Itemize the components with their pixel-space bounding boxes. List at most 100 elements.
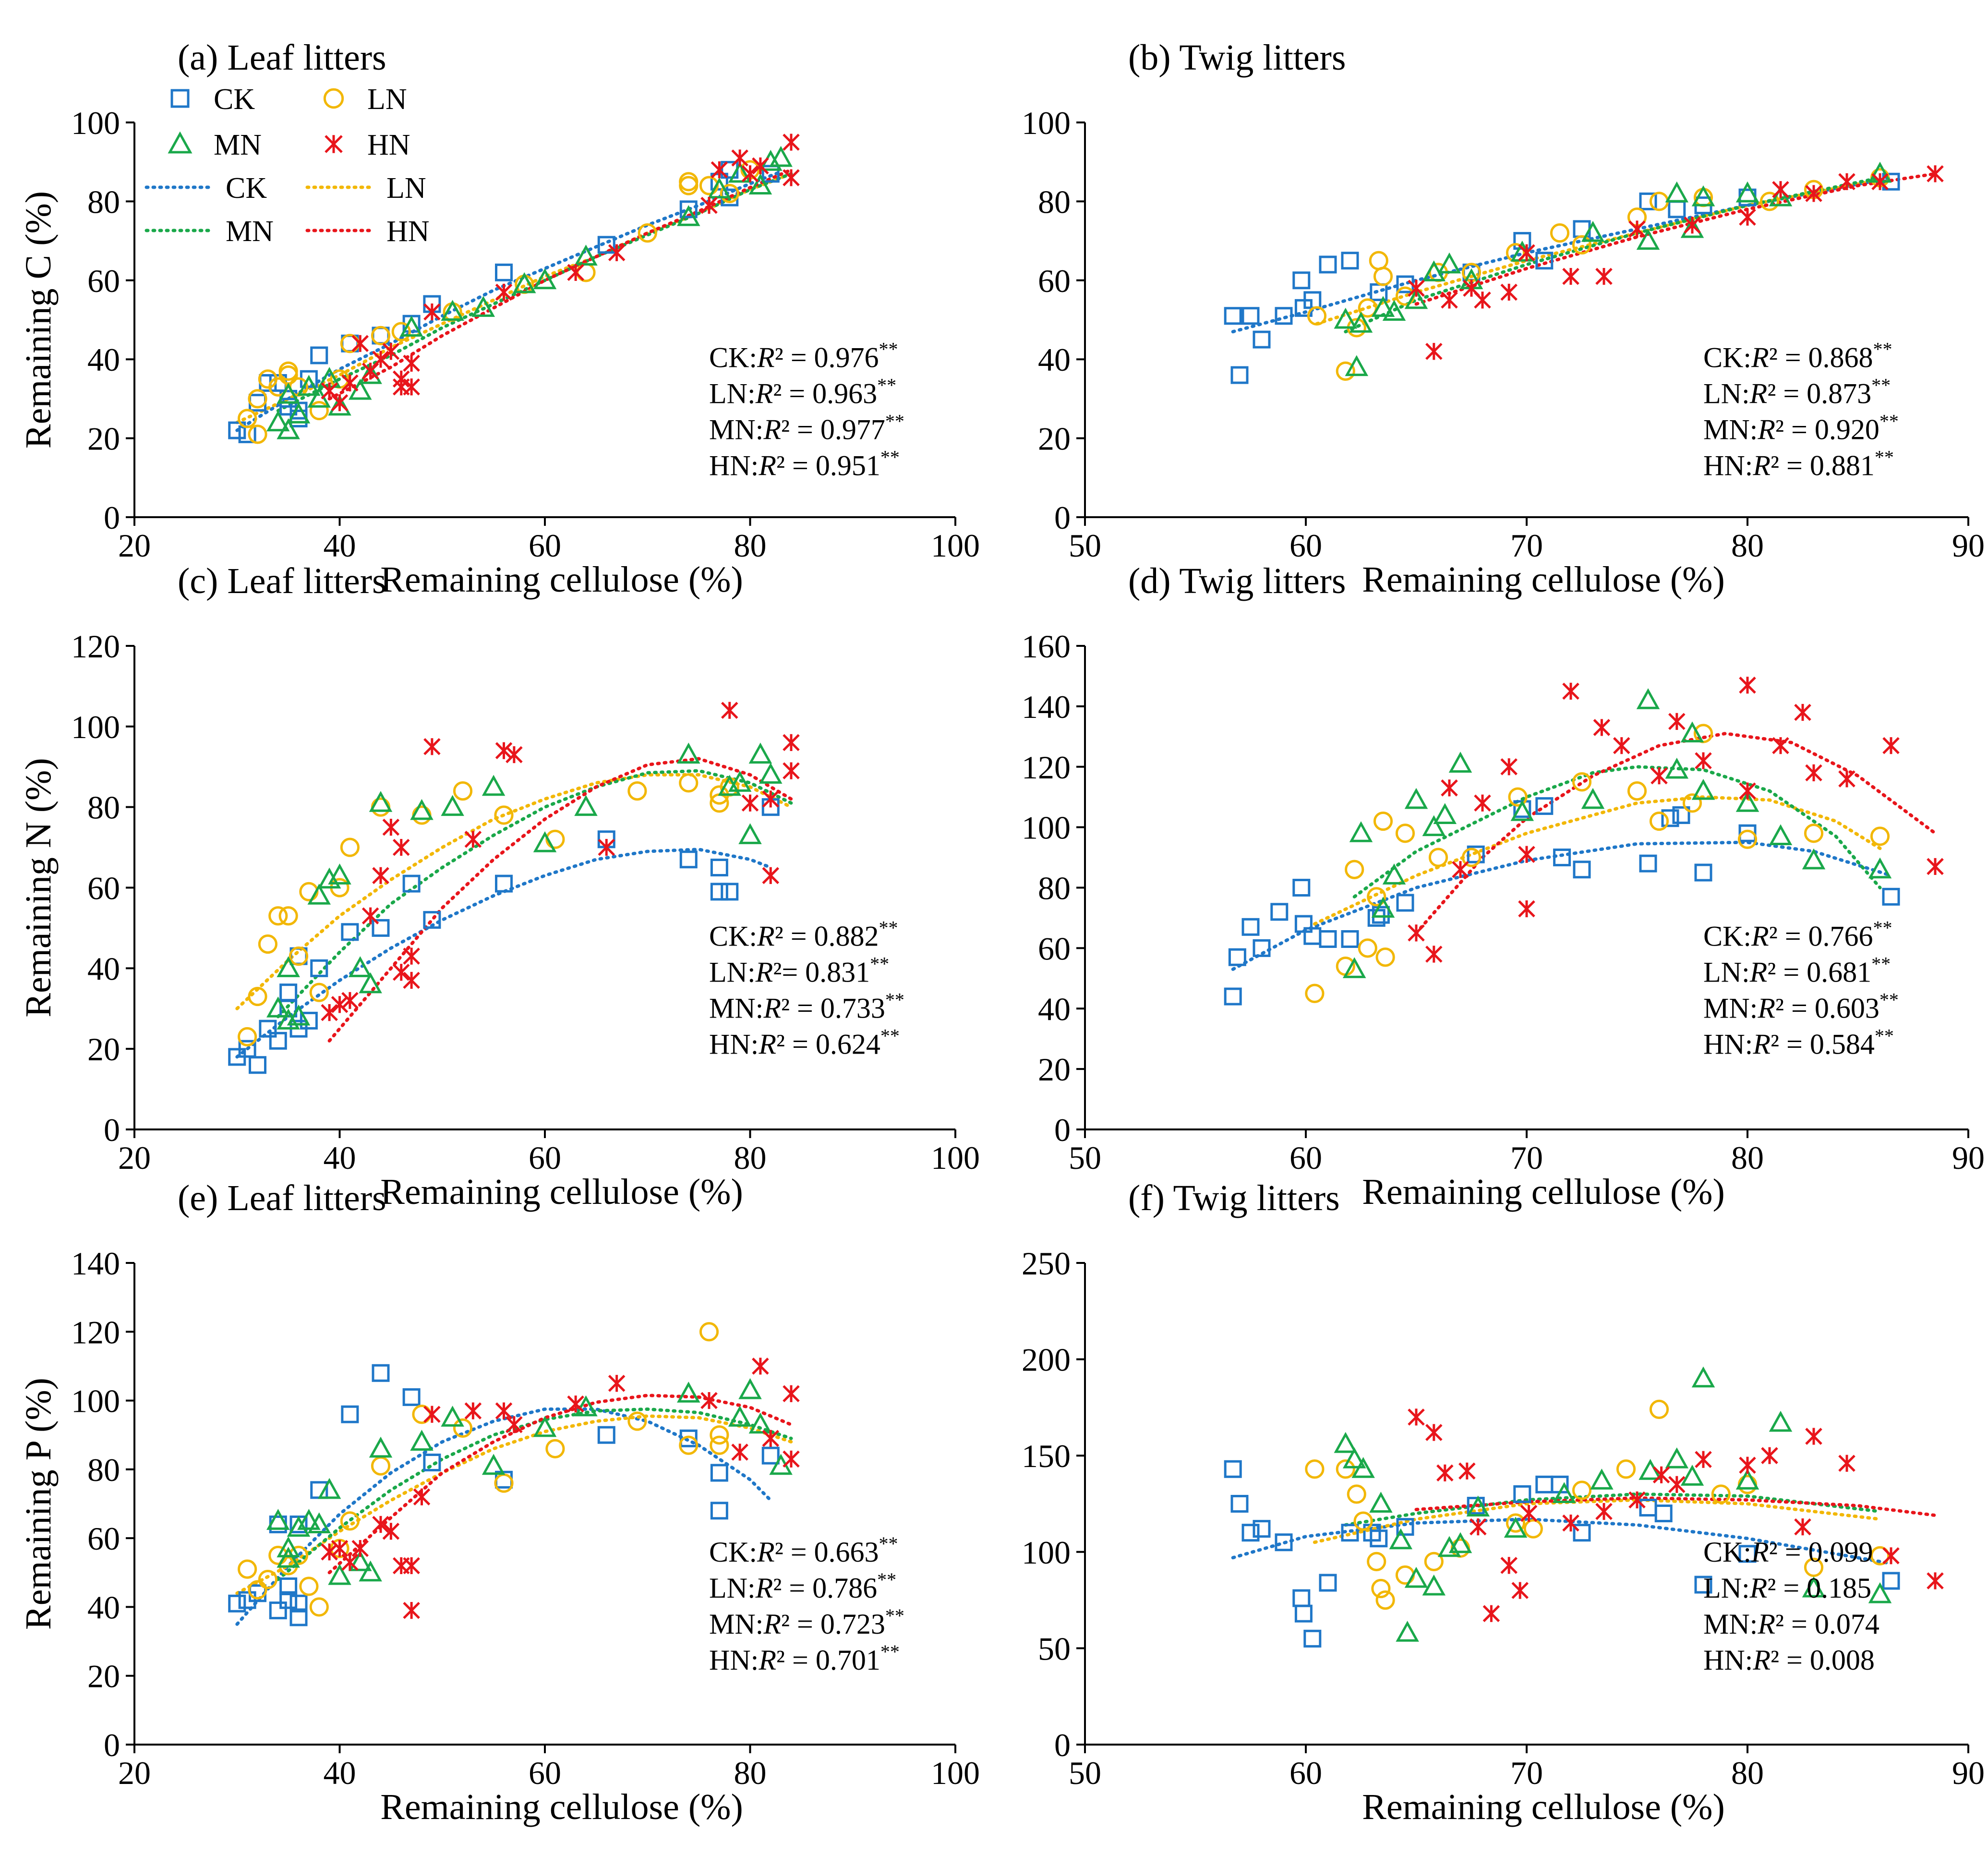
- point-hn: [1739, 1456, 1756, 1474]
- point-ck: [1370, 283, 1388, 301]
- point-hn: [1761, 1447, 1778, 1464]
- point-mn: [1691, 185, 1715, 206]
- fit-line-ck: [1231, 1517, 1893, 1565]
- point-mn: [1769, 824, 1793, 846]
- point-ln: [1307, 306, 1327, 326]
- r2-stat-hn: HN:R² = 0.008: [1703, 1644, 1875, 1676]
- y-tick-label: 100: [71, 1383, 120, 1419]
- legend-label-hn: HN: [367, 129, 410, 161]
- point-ln: [258, 934, 277, 954]
- x-tick-label: 90: [1952, 1755, 1985, 1791]
- point-ln: [1305, 1459, 1325, 1479]
- point-mn: [1448, 752, 1472, 773]
- point-mn: [277, 383, 300, 404]
- point-ck: [259, 1019, 277, 1038]
- point-mn: [574, 244, 598, 266]
- legend-marker-ck: [170, 89, 190, 108]
- point-ln: [412, 1405, 432, 1424]
- point-ln: [268, 906, 288, 926]
- point-mn: [328, 863, 351, 885]
- point-hn: [403, 354, 420, 372]
- point-ck: [1275, 307, 1293, 325]
- point-hn: [1595, 1503, 1613, 1520]
- point-hn: [1613, 737, 1630, 754]
- point-ln: [1649, 811, 1669, 831]
- point-mn: [513, 272, 536, 293]
- point-mn: [328, 1564, 351, 1585]
- point-ck: [1535, 1475, 1554, 1493]
- point-hn: [1684, 216, 1701, 234]
- point-hn: [1668, 1476, 1686, 1493]
- point-ln: [1523, 1519, 1543, 1539]
- point-hn: [700, 1392, 718, 1409]
- point-hn: [1652, 1466, 1670, 1484]
- y-axis-label: Remaining C (%): [18, 191, 59, 449]
- point-ck: [1661, 809, 1679, 827]
- point-ck: [1639, 192, 1657, 210]
- point-hn: [1695, 752, 1712, 769]
- point-hn: [1511, 1582, 1529, 1599]
- point-hn: [783, 762, 800, 779]
- point-mn: [748, 173, 772, 195]
- point-ln: [453, 1418, 473, 1438]
- point-ln: [1627, 781, 1647, 801]
- point-ln: [638, 223, 657, 243]
- point-hn: [1794, 704, 1811, 721]
- point-ln: [679, 176, 699, 195]
- point-ck: [1241, 918, 1260, 936]
- y-tick-label: 40: [87, 1589, 120, 1625]
- point-ln: [1367, 1552, 1386, 1571]
- point-mn: [369, 791, 393, 812]
- r2-stat-ck: CK:R² = 0.868**: [1703, 339, 1892, 374]
- point-hn: [1593, 719, 1611, 736]
- point-ck: [679, 200, 698, 218]
- point-hn: [731, 149, 748, 167]
- fit-line-ln: [1313, 1498, 1882, 1544]
- point-hn: [1408, 1408, 1425, 1426]
- point-ln: [453, 781, 473, 801]
- point-hn: [495, 742, 513, 759]
- point-mn: [1342, 957, 1366, 978]
- point-hn: [1628, 1491, 1646, 1509]
- y-axis-label: Remaining P (%): [18, 1378, 59, 1630]
- point-hn: [1838, 770, 1855, 788]
- point-mn: [399, 315, 423, 337]
- x-axis-label: Remaining cellulose (%): [1362, 1172, 1725, 1212]
- point-hn: [1425, 342, 1443, 360]
- point-ck: [495, 874, 513, 893]
- point-mn: [748, 742, 772, 764]
- point-ck: [310, 959, 328, 977]
- x-tick-label: 20: [118, 527, 151, 564]
- y-tick-label: 20: [87, 1031, 120, 1067]
- point-ln: [679, 172, 699, 192]
- point-hn: [1470, 1518, 1487, 1536]
- point-hn: [783, 133, 800, 151]
- point-mn: [1371, 296, 1395, 317]
- point-hn: [1628, 220, 1646, 238]
- y-tick-label: 50: [1038, 1630, 1071, 1667]
- point-ln: [1375, 1590, 1395, 1610]
- point-ck: [1513, 1485, 1531, 1503]
- point-mn: [574, 1395, 598, 1417]
- point-hn: [762, 1430, 780, 1447]
- point-ln: [1649, 1399, 1669, 1419]
- point-hn: [331, 996, 349, 1013]
- point-mn: [1691, 1366, 1715, 1388]
- point-ln: [340, 334, 360, 353]
- point-hn: [752, 157, 769, 175]
- point-mn: [1334, 1431, 1358, 1453]
- point-mn: [441, 300, 464, 321]
- point-hn: [1425, 1424, 1443, 1441]
- r2-stat-ln: LN:R²= 0.831**: [709, 953, 889, 988]
- point-ln: [1358, 298, 1377, 318]
- point-ck: [1230, 366, 1249, 384]
- point-ck: [1241, 307, 1260, 325]
- point-ck: [289, 1608, 308, 1626]
- point-hn: [1739, 677, 1756, 694]
- x-tick-label: 60: [1289, 527, 1322, 564]
- legend-label-ln: LN: [367, 83, 407, 116]
- r2-stat-mn: MN:R² = 0.074: [1703, 1608, 1880, 1640]
- r2-stat-ck: CK:R² = 0.882**: [709, 917, 898, 952]
- point-ln: [494, 1473, 514, 1493]
- point-mn: [1510, 800, 1534, 821]
